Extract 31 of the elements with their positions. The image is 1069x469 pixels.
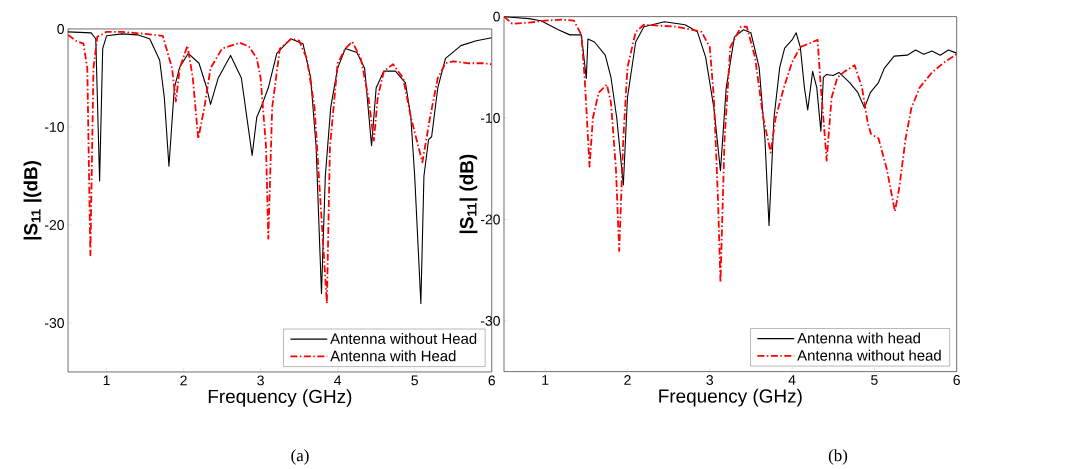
x-tick-label: 5 (411, 375, 418, 386)
y-axis-title: |S$_{11}$| (dB) (459, 154, 478, 234)
y-tick-label: -30 (480, 315, 500, 326)
y-axis-title: |S$_{11}$ |(dB) (23, 161, 42, 240)
legend-label: Antenna without Head (330, 333, 477, 344)
y-tick-label: -30 (44, 318, 64, 328)
x-tick-label: 2 (624, 375, 631, 385)
x-tick-label: 1 (542, 375, 549, 385)
x-tick-label: 4 (334, 375, 342, 386)
text: (a) (291, 449, 309, 465)
y-tick-label: -20 (480, 214, 500, 225)
text: (b) (828, 449, 848, 465)
x-tick-label: 6 (488, 375, 495, 386)
x-tick-label: 4 (788, 375, 796, 385)
y-tick-label: -10 (480, 113, 500, 123)
x-tick-label: 3 (257, 375, 264, 386)
y-tick-label: 0 (493, 11, 500, 22)
x-tick-label: 1 (103, 375, 110, 386)
x-tick-label: 5 (871, 375, 878, 385)
x-axis-title: Frequency (GHz) (208, 389, 352, 407)
line-series (503, 16, 957, 284)
y-tick-label: 0 (57, 24, 64, 34)
legend-label: Antenna with head (797, 332, 920, 344)
y-tick-label: -20 (44, 220, 64, 230)
x-tick-label: 2 (180, 375, 187, 386)
x-axis-title: Frequency (GHz) (659, 388, 802, 407)
y-tick-label: -10 (44, 122, 64, 132)
legend-label: Antenna without head (797, 349, 941, 361)
x-tick-label: 3 (706, 375, 714, 386)
legend-label: Antenna with Head (330, 350, 456, 362)
x-tick-label: 6 (953, 375, 960, 386)
